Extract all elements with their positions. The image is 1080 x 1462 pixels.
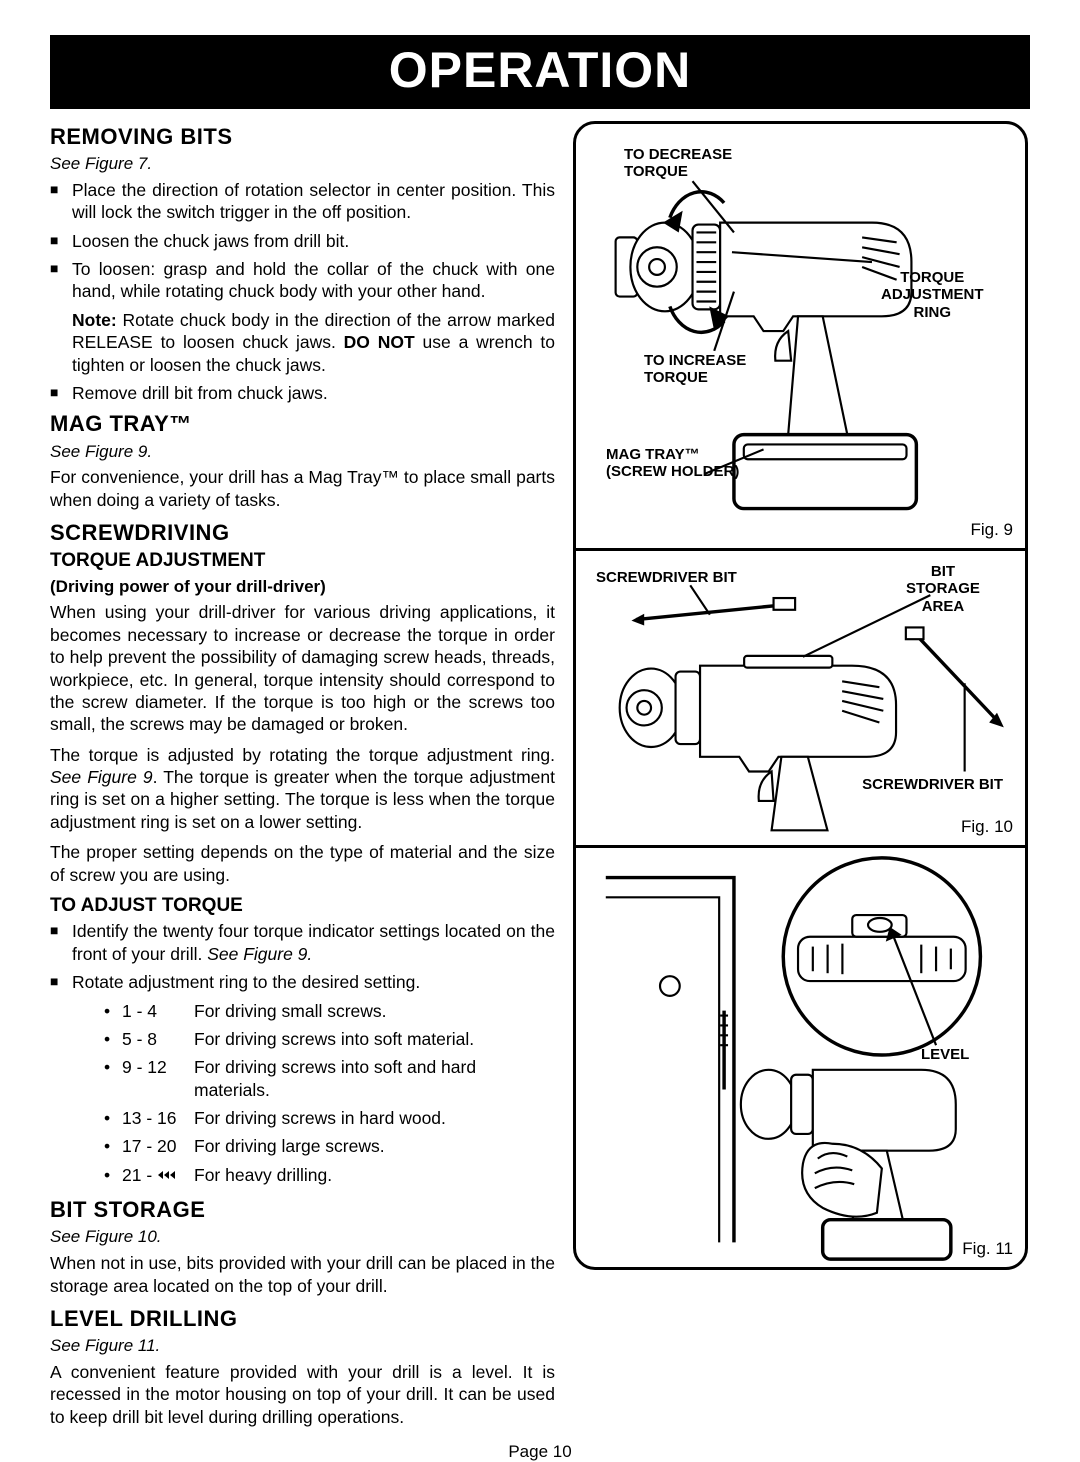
torque-range: 17 - 20 [122, 1135, 194, 1157]
bullet: • [104, 1107, 122, 1129]
fig11-label: Fig. 11 [962, 1239, 1013, 1259]
screwdriving-p1: When using your drill-driver for various… [50, 601, 555, 735]
callout-bit1: SCREWDRIVER BIT [596, 569, 737, 586]
figure-10: SCREWDRIVER BIT BIT STORAGE AREA SCREWDR… [573, 548, 1028, 848]
level-drilling-text: A convenient feature provided with your … [50, 1361, 555, 1428]
drill-fig9-svg [576, 124, 1025, 548]
list-item: Place the direction of rotation selector… [50, 179, 555, 224]
torque-desc: For driving small screws. [194, 1000, 555, 1022]
adjust-torque-heading: TO ADJUST TORQUE [50, 894, 555, 918]
torque-settings-list: • 1 - 4 For driving small screws. • 5 - … [50, 1000, 555, 1187]
mag-tray-text: For convenience, your drill has a Mag Tr… [50, 466, 555, 511]
adjust-item1a: Identify the twenty four torque indicato… [72, 921, 555, 963]
torque-row: • 13 - 16 For driving screws in hard woo… [104, 1107, 555, 1129]
drill-bit-icon [157, 1169, 185, 1181]
torque-row: • 1 - 4 For driving small screws. [104, 1000, 555, 1022]
p2see: See Figure 9 [50, 767, 153, 787]
bullet: • [104, 1135, 122, 1157]
level-drilling-see: See Figure 11. [50, 1335, 555, 1357]
note-label: Note: [72, 310, 117, 330]
figure-9: TO DECREASE TORQUE TO INCREASE TORQUE TO… [573, 121, 1028, 551]
callout-decrease: TO DECREASE TORQUE [624, 146, 732, 181]
torque-range: 21 - [122, 1164, 194, 1186]
callout-bit2: SCREWDRIVER BIT [862, 776, 1003, 793]
bullet: • [104, 1000, 122, 1022]
fig9-label: Fig. 9 [970, 520, 1013, 540]
bullet: • [104, 1056, 122, 1101]
torque-row: • 21 - For heavy drilling. [104, 1164, 555, 1186]
page-number: Page 10 [50, 1442, 1030, 1462]
torque-row: • 17 - 20 For driving large screws. [104, 1135, 555, 1157]
list-item: To loosen: grasp and hold the collar of … [50, 258, 555, 303]
mag-tray-see: See Figure 9. [50, 441, 555, 463]
right-column: TO DECREASE TORQUE TO INCREASE TORQUE TO… [573, 121, 1028, 1428]
range-text: 21 - [122, 1165, 157, 1185]
bit-storage-see: See Figure 10. [50, 1226, 555, 1248]
bullet: • [104, 1164, 122, 1186]
adjust-item1see: See Figure 9. [207, 944, 312, 964]
torque-desc: For driving screws in hard wood. [194, 1107, 555, 1129]
p2a: The torque is adjusted by rotating the t… [50, 745, 555, 765]
mag-tray-heading: MAG TRAY™ [50, 410, 555, 438]
torque-range: 5 - 8 [122, 1028, 194, 1050]
callout-ring: TORQUE ADJUSTMENT RING [881, 269, 984, 321]
torque-desc: For driving screws into soft material. [194, 1028, 555, 1050]
donot: DO NOT [344, 332, 415, 352]
list-item: Rotate adjustment ring to the desired se… [50, 971, 555, 993]
fig10-label: Fig. 10 [961, 817, 1013, 837]
list-item: Remove drill bit from chuck jaws. [50, 382, 555, 404]
bit-storage-heading: BIT STORAGE [50, 1196, 555, 1224]
torque-desc: For driving screws into soft and hard ma… [194, 1056, 555, 1101]
torque-adj-heading: TORQUE ADJUSTMENT [50, 549, 555, 573]
page-title: OPERATION [389, 42, 692, 98]
torque-desc: For heavy drilling. [194, 1164, 555, 1186]
removing-bits-list: Place the direction of rotation selector… [50, 179, 555, 303]
driving-power-heading: (Driving power of your drill-driver) [50, 576, 555, 598]
torque-range: 1 - 4 [122, 1000, 194, 1022]
page-title-bar: OPERATION [50, 35, 1030, 109]
callout-storage: BIT STORAGE AREA [906, 563, 980, 615]
two-column-layout: REMOVING BITS See Figure 7. Place the di… [50, 121, 1030, 1428]
removing-bits-note: Note: Rotate chuck body in the direction… [50, 309, 555, 376]
level-drilling-heading: LEVEL DRILLING [50, 1305, 555, 1333]
removing-bits-see: See Figure 7. [50, 153, 555, 175]
callout-level: LEVEL [921, 1046, 969, 1063]
torque-row: • 5 - 8 For driving screws into soft mat… [104, 1028, 555, 1050]
bullet: • [104, 1028, 122, 1050]
torque-desc: For driving large screws. [194, 1135, 555, 1157]
screwdriving-heading: SCREWDRIVING [50, 519, 555, 547]
adjust-list: Identify the twenty four torque indicato… [50, 920, 555, 993]
removing-bits-heading: REMOVING BITS [50, 123, 555, 151]
torque-range: 13 - 16 [122, 1107, 194, 1129]
bit-storage-text: When not in use, bits provided with your… [50, 1252, 555, 1297]
figure-11: LEVEL Fig. 11 [573, 845, 1028, 1270]
callout-mag: MAG TRAY™ (SCREW HOLDER) [606, 446, 739, 481]
screwdriving-p2: The torque is adjusted by rotating the t… [50, 744, 555, 834]
removing-bits-list2: Remove drill bit from chuck jaws. [50, 382, 555, 404]
left-column: REMOVING BITS See Figure 7. Place the di… [50, 121, 555, 1428]
list-item: Loosen the chuck jaws from drill bit. [50, 230, 555, 252]
torque-range: 9 - 12 [122, 1056, 194, 1101]
screwdriving-p3: The proper setting depends on the type o… [50, 841, 555, 886]
callout-increase: TO INCREASE TORQUE [644, 352, 746, 387]
torque-row: • 9 - 12 For driving screws into soft an… [104, 1056, 555, 1101]
list-item: Identify the twenty four torque indicato… [50, 920, 555, 965]
